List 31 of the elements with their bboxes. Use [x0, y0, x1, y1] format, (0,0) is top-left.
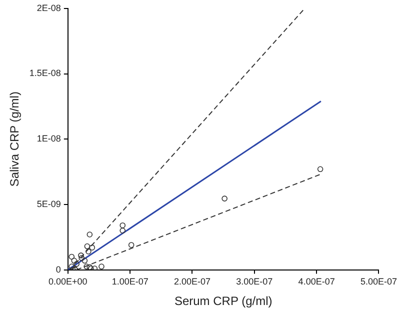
- point: [120, 228, 126, 234]
- point: [86, 248, 92, 254]
- point: [128, 242, 134, 248]
- x-axis-title: Serum CRP (g/ml): [174, 294, 272, 308]
- y-axis-title: Saliva CRP (g/ml): [8, 92, 22, 187]
- point: [78, 252, 84, 258]
- x-tick-label: 5.00E-07: [360, 276, 397, 287]
- point: [84, 264, 90, 270]
- x-tick-label: 3.00E-07: [236, 276, 273, 287]
- point: [317, 166, 324, 172]
- y-tick-label: 2E-08: [36, 2, 61, 13]
- point: [120, 222, 126, 228]
- y-tick-label: 1E-08: [36, 134, 61, 144]
- point: [68, 254, 75, 260]
- point: [68, 264, 75, 270]
- x-tick-label: 0.00E+00: [48, 276, 88, 287]
- point: [98, 264, 104, 270]
- point: [74, 261, 80, 267]
- point: [89, 244, 96, 250]
- x-tick-label: 1.00E-07: [112, 276, 148, 287]
- point: [86, 232, 93, 238]
- y-tick-label: 5E-09: [36, 198, 61, 209]
- point: [82, 258, 88, 264]
- y-tick-label: 1.5E-08: [29, 68, 61, 78]
- point: [71, 258, 78, 264]
- point: [84, 243, 90, 250]
- y-tick-label: 0: [56, 264, 61, 274]
- point: [222, 196, 228, 202]
- x-tick-label: 4.00E-07: [298, 276, 335, 287]
- point: [78, 255, 84, 261]
- x-tick-label: 2.00E-07: [174, 276, 211, 287]
